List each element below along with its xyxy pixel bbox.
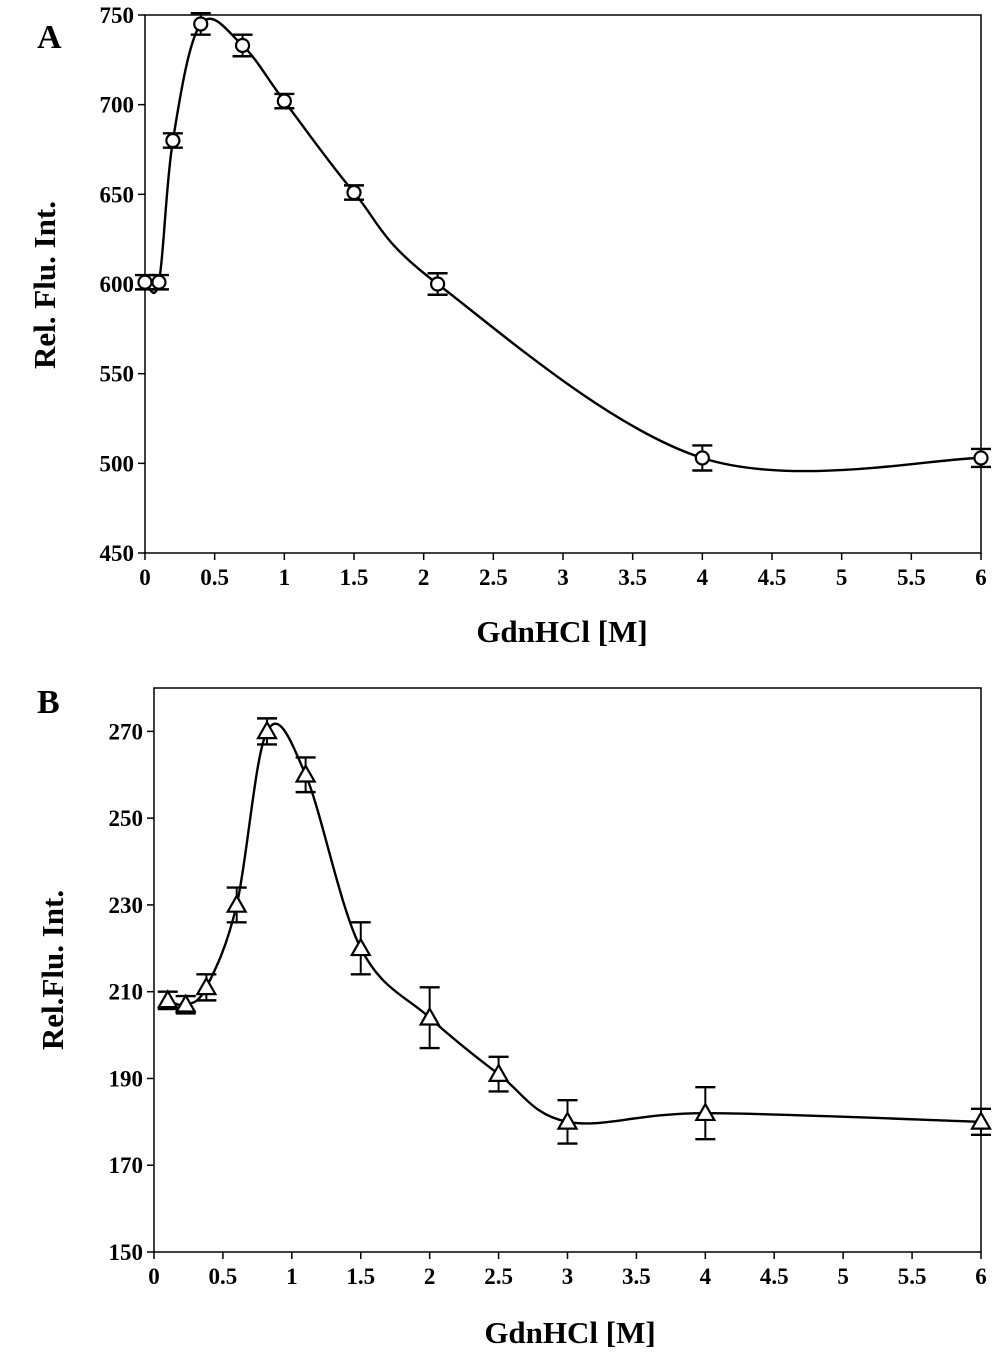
panel-b-data-point — [156, 989, 179, 1009]
panel-a-x-tick-label: 2.5 — [479, 565, 508, 590]
panel-b-x-tick-label: 0.5 — [209, 1264, 238, 1289]
panel-b-y-tick-label: 150 — [109, 1240, 144, 1265]
panel-a-data-point — [151, 274, 167, 290]
panel-a-data-point — [430, 276, 446, 292]
panel-b-data-point — [225, 893, 248, 913]
panel-b-x-tick-label: 0 — [148, 1264, 160, 1289]
panel-a-data-point — [973, 450, 989, 466]
panel-a-data-point — [694, 450, 710, 466]
panel-b-data-point — [294, 763, 317, 783]
panel-b-data-point — [349, 937, 372, 957]
panel-b-data-point — [556, 1110, 579, 1130]
panel-b-x-tick-label: 3 — [562, 1264, 574, 1289]
panel-a-y-tick-label: 600 — [100, 272, 135, 297]
panel-a-data-point — [137, 274, 153, 290]
panel-b-x-tick-label: 2.5 — [484, 1264, 513, 1289]
panel-a-x-tick-label: 5 — [836, 565, 848, 590]
panel-a-y-tick-label: 450 — [100, 541, 135, 566]
panel-b-x-tick-label: 3.5 — [622, 1264, 651, 1289]
panel-a-y-tick-label: 750 — [100, 3, 135, 28]
panel-a-x-tick-label: 3 — [557, 565, 569, 590]
panel-a-x-axis-title: GdnHCl [M] — [476, 614, 647, 649]
panel-b-data-point — [970, 1110, 992, 1130]
panel-b-y-axis-title: Rel.Flu. Int. — [35, 890, 70, 1050]
panel-a-plot-frame — [144, 14, 982, 554]
panel-b-data-point — [487, 1062, 510, 1082]
panel-a-y-tick-label: 650 — [100, 182, 135, 207]
panel-a-x-tick-label: 2 — [418, 565, 430, 590]
panel-a-y-tick-label: 550 — [100, 362, 135, 387]
panel-b-x-tick-label: 4 — [700, 1264, 712, 1289]
panel-b-y-tick-label: 270 — [109, 719, 144, 744]
panel-a-x-tick-label: 0 — [139, 565, 151, 590]
panel-b-x-tick-label: 1 — [286, 1264, 298, 1289]
panel-b-x-tick-label: 1.5 — [346, 1264, 375, 1289]
panel-b-fit-curve — [167, 722, 982, 1125]
panel-b-label: B — [37, 684, 60, 721]
panel-b-data-point — [418, 1006, 441, 1026]
panel-a-data-point — [165, 132, 181, 149]
panel-a-data-point — [346, 184, 362, 201]
panel-b-x-tick-label: 5 — [837, 1264, 849, 1289]
panel-b-x-axis-title: GdnHCl [M] — [484, 1315, 655, 1350]
panel-b-x-tick-label: 2 — [424, 1264, 436, 1289]
panel-a-y-tick-label: 500 — [100, 451, 135, 476]
panel-a-x-tick-label: 6 — [975, 565, 987, 590]
panel-b-data-point — [256, 720, 278, 740]
panel-a-label: A — [37, 19, 62, 56]
panel-b-data-point — [174, 993, 197, 1013]
panel-a-fit-curve — [143, 17, 982, 473]
panel-b-data-point — [195, 976, 218, 996]
panel-b-y-tick-label: 190 — [109, 1066, 144, 1091]
panel-b-x-tick-label: 4.5 — [760, 1264, 789, 1289]
panel-a-x-tick-label: 3.5 — [618, 565, 647, 590]
panel-a-y-tick-label: 700 — [100, 93, 135, 118]
panel-a-data-point — [234, 37, 251, 54]
panel-a-x-tick-label: 1.5 — [340, 565, 369, 590]
panel-b-chart: B GdnHCl [M] Rel.Flu. Int. 0 0.5 1 1.5 2 2.5 3… — [35, 684, 992, 1350]
panel-a-data-point — [193, 16, 209, 32]
panel-b-y-tick-label: 250 — [109, 806, 144, 831]
panel-a-x-tick-label: 5.5 — [897, 565, 926, 590]
panel-b-y-tick-label: 170 — [109, 1153, 144, 1178]
panel-a-x-tick-label: 0.5 — [200, 565, 229, 590]
panel-a-x-tick-label: 1 — [279, 565, 291, 590]
panel-b-x-tick-label: 6 — [975, 1264, 987, 1289]
panel-b-plot-frame — [153, 687, 982, 1253]
panel-a-x-tick-label: 4.5 — [758, 565, 787, 590]
panel-b-y-tick-label: 210 — [109, 980, 144, 1005]
panel-a-chart: A GdnHCl [M] Rel. Flu. Int. 0 0.5 1 1.5 2 2.5… — [27, 3, 991, 649]
panel-b-data-point — [694, 1101, 717, 1122]
panel-b-x-tick-label: 5.5 — [898, 1264, 927, 1289]
panel-a-x-tick-label: 4 — [697, 565, 709, 590]
panel-b-y-tick-label: 230 — [109, 893, 144, 918]
panel-a-y-axis-title: Rel. Flu. Int. — [27, 201, 62, 369]
panel-a-data-point — [276, 93, 292, 109]
